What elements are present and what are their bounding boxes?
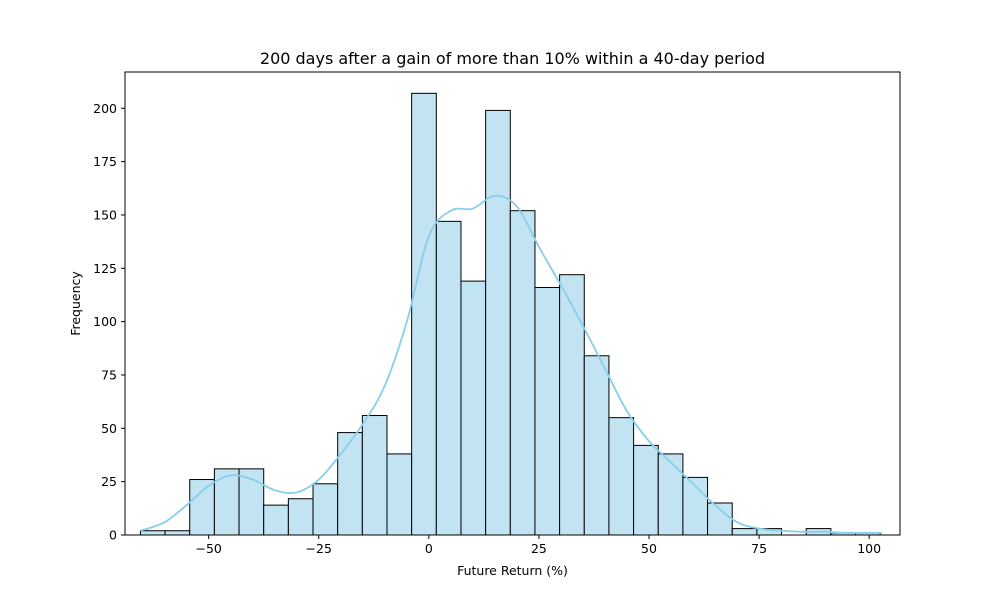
histogram-bar <box>559 274 585 536</box>
histogram-bar <box>435 220 462 536</box>
histogram-bar <box>460 280 487 536</box>
y-tick-label: 175 <box>93 154 117 169</box>
histogram-bar <box>312 483 339 536</box>
y-tick-label: 200 <box>93 101 117 116</box>
histogram-bar <box>583 355 610 536</box>
y-tick-label: 125 <box>93 261 117 276</box>
histogram-bar <box>509 210 536 536</box>
histogram-bar <box>213 468 240 536</box>
histogram-bar <box>608 417 635 536</box>
histogram-bar <box>263 504 289 536</box>
histogram-bar <box>657 453 684 536</box>
y-tick-label: 50 <box>101 421 117 436</box>
y-axis-label: Frequency <box>68 271 83 336</box>
histogram-bar <box>411 92 437 536</box>
histogram-bar <box>361 415 388 536</box>
histogram-bar <box>707 502 733 536</box>
histogram-bar <box>139 530 166 536</box>
x-tick-label: 75 <box>751 541 767 556</box>
y-tick-label: 75 <box>101 367 117 382</box>
x-tick-label: −50 <box>195 541 221 556</box>
x-axis-label: Future Return (%) <box>457 563 568 578</box>
y-tick-label: 100 <box>93 314 117 329</box>
histogram-bar <box>189 479 215 536</box>
histogram-bar <box>287 498 314 536</box>
y-axis-ticks: 0 25 50 75 100 125 150 175 200 <box>93 101 125 543</box>
kde-curve-layer <box>140 194 883 534</box>
x-tick-label: 0 <box>425 541 433 556</box>
x-tick-label: 100 <box>857 541 881 556</box>
x-tick-label: −25 <box>306 541 332 556</box>
histogram-bar <box>485 109 511 536</box>
histogram-bar <box>337 432 363 536</box>
chart-title: 200 days after a gain of more than 10% w… <box>260 49 765 68</box>
plot-frame <box>124 71 901 536</box>
x-tick-label: 25 <box>531 541 547 556</box>
y-tick-label: 25 <box>101 474 117 489</box>
y-tick-label: 150 <box>93 207 117 222</box>
histogram-bar <box>731 528 758 536</box>
y-tick-label: 0 <box>109 528 117 543</box>
histogram-bar <box>164 530 191 536</box>
kde-curve <box>140 194 883 534</box>
histogram-bar <box>633 444 659 536</box>
x-axis-ticks: −50 −25 0 25 50 75 100 <box>195 535 881 556</box>
histogram-bar <box>534 286 561 536</box>
histogram-bar <box>386 453 413 536</box>
histogram-bars <box>139 92 881 536</box>
x-tick-label: 50 <box>641 541 657 556</box>
